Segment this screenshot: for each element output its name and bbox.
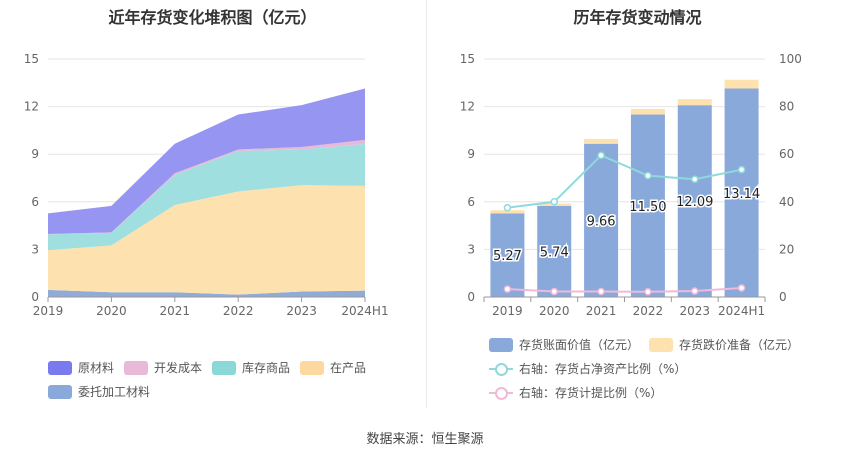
bar-data-label: 13.14: [723, 187, 760, 202]
y-tick-label: 3: [467, 242, 475, 256]
legend-label: 原材料: [78, 361, 115, 375]
y-tick-label: 0: [467, 290, 475, 304]
y-tick-label: 0: [31, 290, 39, 304]
line-point-0: [597, 151, 605, 160]
line-point-1: [550, 287, 558, 296]
legend-label: 右轴：存货计提比例（%）: [519, 386, 663, 400]
line-point-0: [550, 198, 558, 206]
legend-swatch: [300, 360, 324, 375]
line-point-0: [691, 175, 699, 183]
legend-item-inventory-goods[interactable]: 库存商品: [212, 359, 290, 376]
line-point-1: [503, 285, 512, 293]
bar-impairment: [724, 79, 759, 89]
legend-label: 在产品: [330, 361, 367, 375]
stacked-area-chart: 0 3 6 9 12 15 2019 2020 2021 2022 2023 2024H1: [24, 52, 389, 318]
y-tick-label: 9: [467, 147, 475, 161]
bar-book-value: [537, 205, 572, 297]
y-tick-label: 12: [24, 100, 39, 114]
x-tick-label: 2022: [633, 304, 664, 318]
y2-tick-label: 20: [779, 242, 794, 256]
legend-item-provision-ratio[interactable]: 右轴：存货计提比例（%）: [489, 384, 662, 401]
x-tick-label: 2023: [679, 304, 710, 318]
bar-impairment: [584, 138, 619, 144]
legend-swatch: [649, 337, 673, 352]
y2-tick-label: 0: [779, 290, 787, 304]
legend-label: 存货跌价准备（亿元）: [679, 338, 800, 352]
legend-swatch: [489, 337, 513, 352]
right-chart-panel: 历年存货变动情况 0 3 6 9 12 15 0 20 40 60 80 100 2019 2020 202…: [425, 0, 850, 410]
data-source-note: 数据来源：恒生聚源: [366, 432, 484, 447]
x-tick-label: 2024H1: [718, 304, 765, 318]
bar-impairment: [630, 108, 665, 115]
y2-tick-label: 100: [779, 52, 802, 66]
left-chart-title: 近年存货变化堆积图（亿元）: [108, 8, 317, 27]
y-tick-label: 6: [467, 195, 475, 209]
bar-book-value: [584, 143, 619, 297]
legend-swatch: [212, 360, 236, 375]
y-tick-label: 15: [24, 52, 39, 66]
x-tick-label: 2021: [586, 304, 617, 318]
line-point-1: [597, 287, 605, 296]
legend-swatch: [48, 384, 72, 399]
legend-swatch: [48, 360, 72, 375]
y2-tick-label: 60: [779, 147, 794, 161]
legend-item-book-value[interactable]: 存货账面价值（亿元）: [489, 336, 639, 353]
legend-line-icon: [489, 386, 513, 400]
y2-tick-label: 80: [779, 100, 794, 114]
line-point-0: [737, 165, 746, 174]
x-tick-label: 2023: [286, 304, 317, 318]
x-tick-label: 2020: [96, 304, 127, 318]
y-tick-label: 15: [460, 52, 475, 66]
y2-tick-label: 40: [779, 195, 794, 209]
line-point-1: [691, 287, 699, 295]
area-series-1: [48, 185, 365, 295]
panel-divider: [426, 0, 427, 408]
bar-line-chart: 0 3 6 9 12 15 0 20 40 60 80 100 2019 2020 2021 2022 2023…: [460, 52, 802, 318]
legend-item-raw-material[interactable]: 原材料: [48, 359, 114, 376]
x-tick-label: 2019: [33, 304, 64, 318]
bar-data-label: 12.09: [676, 195, 713, 210]
legend-item-inventory-ratio[interactable]: 右轴：存货占净资产比例（%）: [489, 360, 686, 377]
legend-label: 右轴：存货占净资产比例（%）: [519, 362, 687, 376]
legend-label: 委托加工材料: [78, 385, 151, 399]
y-tick-label: 12: [460, 100, 475, 114]
area-series-4: [48, 88, 365, 235]
area-series-2: [48, 143, 365, 251]
bar-book-value: [490, 213, 525, 297]
bar-book-value: [724, 88, 759, 298]
y-tick-label: 3: [31, 242, 39, 256]
bar-data-label: 9.66: [587, 214, 616, 229]
line-series-0: [507, 154, 742, 209]
x-tick-label: 2021: [160, 304, 191, 318]
legend-label: 库存商品: [242, 361, 291, 375]
legend-item-impairment[interactable]: 存货跌价准备（亿元）: [649, 336, 799, 353]
left-chart-panel: 近年存货变化堆积图（亿元） 0 3 6 9 12 15 2019 2020 2021 2022 20…: [0, 0, 425, 410]
line-point-0: [503, 204, 512, 212]
line-series-1: [507, 286, 742, 293]
y-tick-label: 6: [31, 195, 39, 209]
bar-data-label: 11.50: [629, 200, 666, 215]
line-point-1: [737, 284, 746, 292]
legend-line-icon: [489, 362, 513, 376]
y-tick-label: 9: [31, 147, 39, 161]
line-point-1: [644, 288, 652, 296]
bar-impairment: [490, 210, 525, 214]
legend-item-consigned-material[interactable]: 委托加工材料: [48, 383, 150, 400]
bar-book-value: [677, 105, 712, 297]
bar-data-label: 5.74: [540, 245, 569, 260]
x-tick-label: 2022: [223, 304, 254, 318]
x-tick-label: 2024H1: [341, 304, 388, 318]
legend-label: 开发成本: [154, 361, 203, 375]
legend-item-work-in-progress[interactable]: 在产品: [300, 359, 366, 376]
x-tick-label: 2019: [492, 304, 523, 318]
line-point-0: [644, 171, 652, 180]
legend-swatch: [124, 360, 148, 375]
bar-impairment: [677, 99, 712, 106]
x-tick-label: 2020: [539, 304, 570, 318]
bar-data-label: 5.27: [493, 249, 522, 264]
bar-book-value: [630, 114, 665, 298]
right-chart-title: 历年存货变动情况: [573, 8, 702, 27]
legend-item-development-cost[interactable]: 开发成本: [124, 359, 202, 376]
legend-label: 存货账面价值（亿元）: [519, 338, 640, 352]
